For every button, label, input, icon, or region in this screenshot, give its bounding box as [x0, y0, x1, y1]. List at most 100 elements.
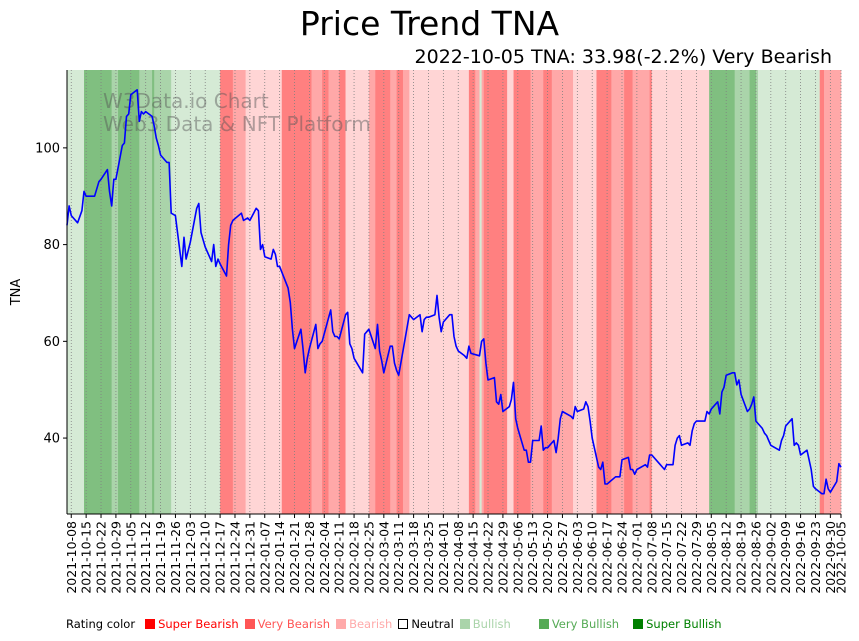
rating-band	[475, 70, 480, 514]
rating-band	[823, 70, 842, 514]
legend-item-very-bullish: Very Bullish	[538, 617, 620, 631]
x-tick-label: 2021-12-10	[198, 521, 213, 594]
x-tick-label: 2022-04-01	[436, 521, 451, 594]
x-tick-label: 2022-07-01	[629, 521, 644, 594]
x-tick-label: 2022-10-05	[834, 521, 849, 594]
x-tick-label: 2022-04-29	[495, 521, 510, 594]
rating-band	[513, 70, 531, 514]
x-tick-label: 2021-10-22	[94, 521, 109, 594]
y-tick-label: 40	[43, 432, 60, 447]
y-axis-label: TNA	[9, 279, 24, 307]
rating-band	[220, 70, 234, 514]
x-tick-label: 2021-10-29	[108, 521, 123, 594]
rating-band	[171, 70, 221, 514]
rating-band	[245, 70, 283, 514]
x-tick-label: 2022-01-07	[257, 521, 272, 594]
x-tick-label: 2022-01-21	[287, 521, 302, 594]
x-tick-label: 2022-02-25	[361, 521, 376, 594]
x-tick-label: 2022-09-09	[778, 521, 793, 594]
rating-legend: Rating color Super Bearish Very Bearish Bea…	[66, 617, 728, 631]
x-axis-ticks: 2021-10-08 2021-10-15 2021-10-22 2021-10-29…	[64, 514, 849, 594]
x-tick-label: 2022-08-26	[748, 521, 763, 594]
legend-label: Bullish	[472, 617, 511, 631]
legend-item-bullish: Bullish	[459, 617, 511, 631]
rating-band	[396, 70, 404, 514]
x-tick-label: 2022-02-11	[332, 521, 347, 594]
x-tick-label: 2022-02-18	[347, 521, 362, 594]
legend-label: Neutral	[411, 617, 454, 631]
rating-band	[573, 70, 597, 514]
rating-band	[322, 70, 329, 514]
rating-band	[624, 70, 633, 514]
rating-band	[409, 70, 470, 514]
rating-band	[481, 70, 485, 514]
x-tick-label: 2021-10-15	[79, 521, 94, 594]
legend-label: Super Bullish	[646, 617, 722, 631]
x-tick-label: 2021-12-24	[227, 521, 242, 594]
rating-band	[530, 70, 544, 514]
legend-swatch	[459, 619, 470, 629]
rating-band	[232, 70, 246, 514]
x-tick-label: 2022-03-04	[376, 521, 391, 594]
legend-item-neutral: Neutral	[398, 617, 454, 631]
x-tick-label: 2021-10-08	[64, 521, 79, 594]
rating-band	[755, 70, 759, 514]
x-tick-label: 2022-05-27	[555, 521, 570, 594]
y-axis-ticks: 40 60 80 100	[35, 141, 67, 447]
legend-label: Bearish	[349, 617, 393, 631]
rating-band	[402, 70, 410, 514]
legend-label: Very Bearish	[257, 617, 331, 631]
chart-title: Price Trend TNA	[299, 4, 560, 43]
rating-band	[734, 70, 750, 514]
rating-band	[651, 70, 710, 514]
x-tick-label: 2022-01-14	[272, 521, 287, 594]
rating-band	[749, 70, 757, 514]
rating-band	[632, 70, 650, 514]
series-line-tna	[66, 89, 842, 495]
rating-band	[152, 70, 155, 514]
rating-band	[596, 70, 612, 514]
x-tick-label: 2022-09-30	[823, 521, 838, 594]
x-tick-label: 2021-12-31	[242, 521, 257, 594]
x-tick-label: 2022-08-12	[719, 521, 734, 594]
rating-band	[154, 70, 172, 514]
x-tick-label: 2022-06-03	[570, 521, 585, 594]
axes	[66, 70, 841, 515]
legend-swatch	[633, 619, 644, 629]
legend-swatch	[336, 619, 347, 629]
rating-band	[709, 70, 735, 514]
x-tick-label: 2021-12-17	[213, 521, 228, 594]
x-tick-label: 2022-09-16	[793, 521, 808, 594]
x-tick-label: 2022-05-13	[525, 521, 540, 594]
x-tick-label: 2022-06-24	[614, 521, 629, 594]
price-series	[66, 89, 842, 495]
rating-band	[649, 70, 653, 514]
rating-band	[468, 70, 476, 514]
x-tick-label: 2022-07-08	[644, 521, 659, 594]
legend-label: Very Bullish	[551, 617, 620, 631]
x-tick-label: 2022-03-18	[406, 521, 421, 594]
legend-swatch	[538, 619, 549, 629]
x-tick-label: 2022-02-04	[317, 521, 332, 594]
legend-title: Rating color	[66, 617, 136, 631]
rating-band	[390, 70, 397, 514]
rating-band	[507, 70, 514, 514]
legend-item-super-bullish: Super Bullish	[633, 617, 722, 631]
rating-band	[375, 70, 391, 514]
legend-item-bearish: Bearish	[336, 617, 392, 631]
rating-band	[611, 70, 625, 514]
rating-band	[311, 70, 323, 514]
rating-band	[483, 70, 508, 514]
legend-swatch	[398, 619, 409, 629]
watermark-line-1: W3Data.io Chart	[103, 89, 269, 113]
x-tick-label: 2022-04-15	[466, 521, 481, 594]
x-tick-label: 2022-01-28	[302, 521, 317, 594]
legend-swatch	[145, 619, 156, 629]
x-tick-label: 2021-12-03	[183, 521, 198, 594]
x-tick-label: 2021-11-26	[168, 521, 183, 594]
y-tick-label: 60	[43, 335, 60, 350]
x-tick-label: 2022-04-22	[481, 521, 496, 594]
x-tick-label: 2022-03-11	[391, 521, 406, 594]
legend-item-very-bearish: Very Bearish	[244, 617, 331, 631]
